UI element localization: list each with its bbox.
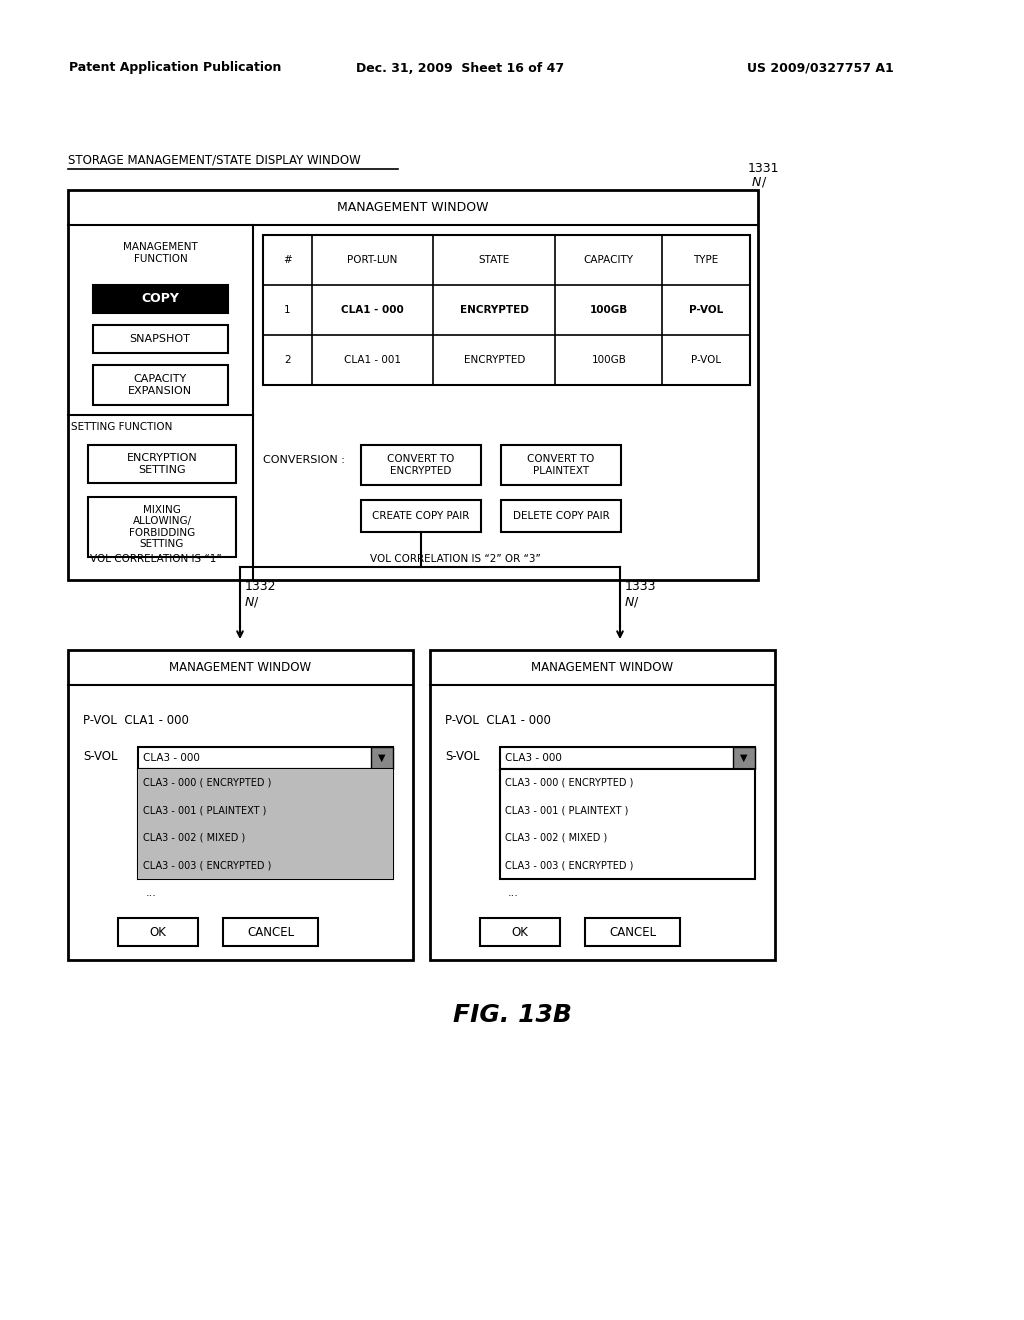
Bar: [93, 366, 228, 405]
Text: /: /: [634, 595, 638, 609]
Text: SNAPSHOT: SNAPSHOT: [130, 334, 190, 345]
Text: 1333: 1333: [625, 581, 656, 594]
Text: CREATE COPY PAIR: CREATE COPY PAIR: [373, 511, 470, 521]
Text: CAPACITY: CAPACITY: [584, 255, 634, 265]
Text: CLA3 - 001 ( PLAINTEXT ): CLA3 - 001 ( PLAINTEXT ): [505, 805, 629, 816]
Text: VOL CORRELATION IS “1”: VOL CORRELATION IS “1”: [90, 554, 221, 564]
Bar: [500, 747, 755, 770]
Bar: [118, 917, 198, 946]
Bar: [138, 824, 393, 851]
Text: N: N: [625, 595, 635, 609]
Bar: [501, 445, 621, 484]
Text: CAPACITY
EXPANSION: CAPACITY EXPANSION: [128, 374, 193, 396]
Text: P-VOL: P-VOL: [691, 355, 721, 366]
Text: CLA1 - 000: CLA1 - 000: [341, 305, 403, 315]
Text: 1331: 1331: [748, 161, 779, 174]
Text: N: N: [752, 176, 762, 189]
Text: ...: ...: [508, 888, 519, 898]
Bar: [138, 851, 393, 879]
Text: CLA3 - 002 ( MIXED ): CLA3 - 002 ( MIXED ): [143, 833, 246, 842]
Text: COPY: COPY: [141, 293, 179, 305]
Text: MANAGEMENT WINDOW: MANAGEMENT WINDOW: [169, 661, 311, 675]
Bar: [138, 747, 393, 770]
Bar: [223, 917, 318, 946]
Text: CLA3 - 003 ( ENCRYPTED ): CLA3 - 003 ( ENCRYPTED ): [143, 861, 271, 870]
Bar: [138, 796, 393, 824]
Text: P-VOL: P-VOL: [689, 305, 723, 315]
Text: OK: OK: [150, 925, 167, 939]
Text: CLA3 - 003 ( ENCRYPTED ): CLA3 - 003 ( ENCRYPTED ): [505, 861, 634, 870]
Text: CLA3 - 000: CLA3 - 000: [143, 752, 200, 763]
Text: MANAGEMENT WINDOW: MANAGEMENT WINDOW: [531, 661, 674, 675]
Text: /: /: [254, 595, 258, 609]
Bar: [361, 500, 481, 532]
Text: SETTING FUNCTION: SETTING FUNCTION: [71, 422, 172, 432]
Text: TYPE: TYPE: [693, 255, 719, 265]
Bar: [68, 190, 758, 579]
Text: CONVERSION :: CONVERSION :: [263, 455, 345, 465]
Bar: [480, 917, 560, 946]
Bar: [500, 770, 755, 879]
Bar: [263, 235, 750, 385]
Bar: [501, 500, 621, 532]
Text: /: /: [762, 176, 766, 189]
Text: DELETE COPY PAIR: DELETE COPY PAIR: [513, 511, 609, 521]
Text: US 2009/0327757 A1: US 2009/0327757 A1: [746, 62, 893, 74]
Text: CONVERT TO
ENCRYPTED: CONVERT TO ENCRYPTED: [387, 454, 455, 475]
Bar: [733, 747, 755, 770]
Text: #: #: [283, 255, 292, 265]
Text: CLA3 - 000 ( ENCRYPTED ): CLA3 - 000 ( ENCRYPTED ): [143, 777, 271, 788]
Text: ▼: ▼: [740, 752, 748, 763]
Text: CANCEL: CANCEL: [247, 925, 294, 939]
Text: PORT-LUN: PORT-LUN: [347, 255, 397, 265]
Bar: [93, 325, 228, 352]
Text: FIG. 13B: FIG. 13B: [453, 1003, 571, 1027]
Text: 100GB: 100GB: [591, 355, 627, 366]
Text: CANCEL: CANCEL: [609, 925, 656, 939]
Text: 1: 1: [284, 305, 291, 315]
Text: OK: OK: [512, 925, 528, 939]
Bar: [138, 770, 393, 796]
Text: Patent Application Publication: Patent Application Publication: [69, 62, 282, 74]
Bar: [430, 649, 775, 960]
Text: CLA3 - 000 ( ENCRYPTED ): CLA3 - 000 ( ENCRYPTED ): [505, 777, 634, 788]
Text: ENCRYPTION
SETTING: ENCRYPTION SETTING: [127, 453, 198, 475]
Text: 1332: 1332: [245, 581, 276, 594]
Text: P-VOL  CLA1 - 000: P-VOL CLA1 - 000: [83, 714, 188, 726]
Text: Dec. 31, 2009  Sheet 16 of 47: Dec. 31, 2009 Sheet 16 of 47: [356, 62, 564, 74]
Text: ▼: ▼: [378, 752, 386, 763]
Text: ENCRYPTED: ENCRYPTED: [460, 305, 528, 315]
Text: CONVERT TO
PLAINTEXT: CONVERT TO PLAINTEXT: [527, 454, 595, 475]
Text: MIXING
ALLOWING/
FORBIDDING
SETTING: MIXING ALLOWING/ FORBIDDING SETTING: [129, 504, 196, 549]
Text: MANAGEMENT
FUNCTION: MANAGEMENT FUNCTION: [123, 242, 198, 264]
Text: STORAGE MANAGEMENT/STATE DISPLAY WINDOW: STORAGE MANAGEMENT/STATE DISPLAY WINDOW: [68, 153, 360, 166]
Text: 100GB: 100GB: [590, 305, 628, 315]
Bar: [68, 649, 413, 960]
Text: MANAGEMENT WINDOW: MANAGEMENT WINDOW: [337, 201, 488, 214]
Text: CLA1 - 001: CLA1 - 001: [344, 355, 401, 366]
Bar: [88, 445, 236, 483]
Bar: [93, 285, 228, 313]
Text: VOL CORRELATION IS “2” OR “3”: VOL CORRELATION IS “2” OR “3”: [370, 554, 541, 564]
Bar: [88, 498, 236, 557]
Text: N: N: [245, 595, 254, 609]
Text: CLA3 - 000: CLA3 - 000: [505, 752, 562, 763]
Text: CLA3 - 001 ( PLAINTEXT ): CLA3 - 001 ( PLAINTEXT ): [143, 805, 266, 816]
Text: ENCRYPTED: ENCRYPTED: [464, 355, 525, 366]
Text: P-VOL  CLA1 - 000: P-VOL CLA1 - 000: [445, 714, 551, 726]
Text: S-VOL: S-VOL: [445, 751, 479, 763]
Bar: [138, 770, 393, 879]
Text: ...: ...: [146, 888, 157, 898]
Text: CLA3 - 002 ( MIXED ): CLA3 - 002 ( MIXED ): [505, 833, 607, 842]
Bar: [585, 917, 680, 946]
Text: 2: 2: [284, 355, 291, 366]
Bar: [361, 445, 481, 484]
Bar: [371, 747, 393, 770]
Text: STATE: STATE: [478, 255, 510, 265]
Text: S-VOL: S-VOL: [83, 751, 118, 763]
